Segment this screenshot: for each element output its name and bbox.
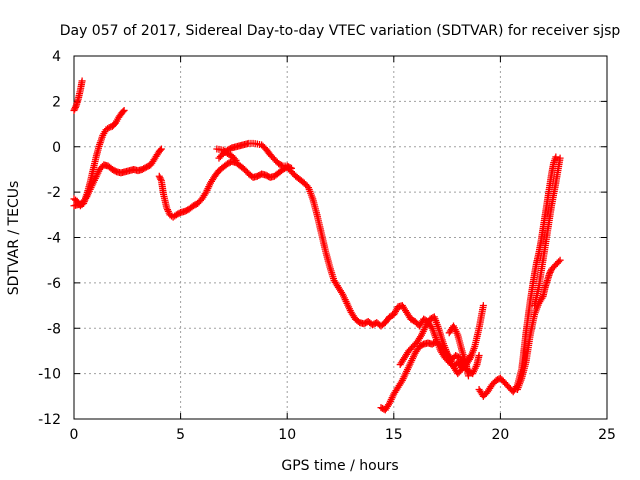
data-point: [157, 175, 165, 183]
y-tick-label: 2: [52, 94, 61, 110]
data-point: [156, 174, 164, 182]
x-tick-label: 20: [491, 427, 509, 443]
data-series-5: [215, 139, 295, 172]
x-tick-label: 25: [598, 427, 616, 443]
grid-lines: [74, 56, 607, 419]
x-tick-label: 15: [385, 427, 403, 443]
data-series-12: [531, 154, 564, 310]
chart-title: Day 057 of 2017, Sidereal Day-to-day VTE…: [60, 23, 621, 39]
y-tick-label: -8: [47, 321, 61, 337]
data-point: [278, 161, 286, 169]
data-series-3: [70, 145, 165, 210]
data-series-4: [155, 157, 487, 373]
data-point: [155, 172, 163, 180]
y-tick-label: -6: [47, 276, 61, 292]
x-tick-label: 0: [70, 427, 79, 443]
data-point: [71, 105, 79, 113]
data-point: [479, 302, 487, 310]
data-series-9: [445, 322, 472, 380]
y-tick-label: -2: [47, 185, 61, 201]
data-point: [78, 77, 86, 85]
data-point: [287, 164, 295, 172]
data-series-6: [213, 145, 240, 164]
data-point: [120, 106, 128, 114]
y-tick-label: -4: [47, 231, 61, 247]
data-point: [464, 372, 472, 380]
y-tick-label: -10: [38, 367, 61, 383]
data-point: [556, 256, 564, 264]
data-point: [552, 153, 560, 161]
data-series-1: [70, 77, 86, 114]
data-point: [70, 106, 78, 114]
x-axis-title: GPS time / hours: [281, 458, 398, 474]
data-point: [545, 270, 553, 278]
data-point: [556, 154, 564, 162]
data-series-7: [377, 338, 475, 414]
y-tick-label: -12: [38, 412, 61, 428]
data-point: [467, 351, 475, 359]
tick-labels: 0 5 10 15 20 25 -12 -10 -8 -6 -4 -2 0 2 4: [38, 49, 616, 443]
x-tick-label: 10: [278, 427, 296, 443]
data-point: [555, 258, 563, 266]
data-marks: [70, 77, 564, 414]
y-tick-label: 4: [52, 49, 61, 65]
data-series-10: [475, 153, 560, 400]
data-point: [231, 155, 239, 163]
x-tick-label: 5: [176, 427, 185, 443]
data-point: [475, 351, 483, 359]
data-point: [157, 145, 165, 153]
data-series-2: [70, 106, 128, 210]
data-point: [546, 268, 554, 276]
data-point: [286, 164, 294, 172]
data-point: [119, 108, 127, 116]
data-point: [71, 103, 79, 111]
data-point: [232, 156, 240, 164]
data-series-11: [513, 256, 564, 394]
data-point: [156, 146, 164, 154]
y-axis-title: SDTVAR / TECUs: [6, 181, 22, 296]
y-tick-label: 0: [52, 140, 61, 156]
plot-frame: [73, 55, 608, 420]
